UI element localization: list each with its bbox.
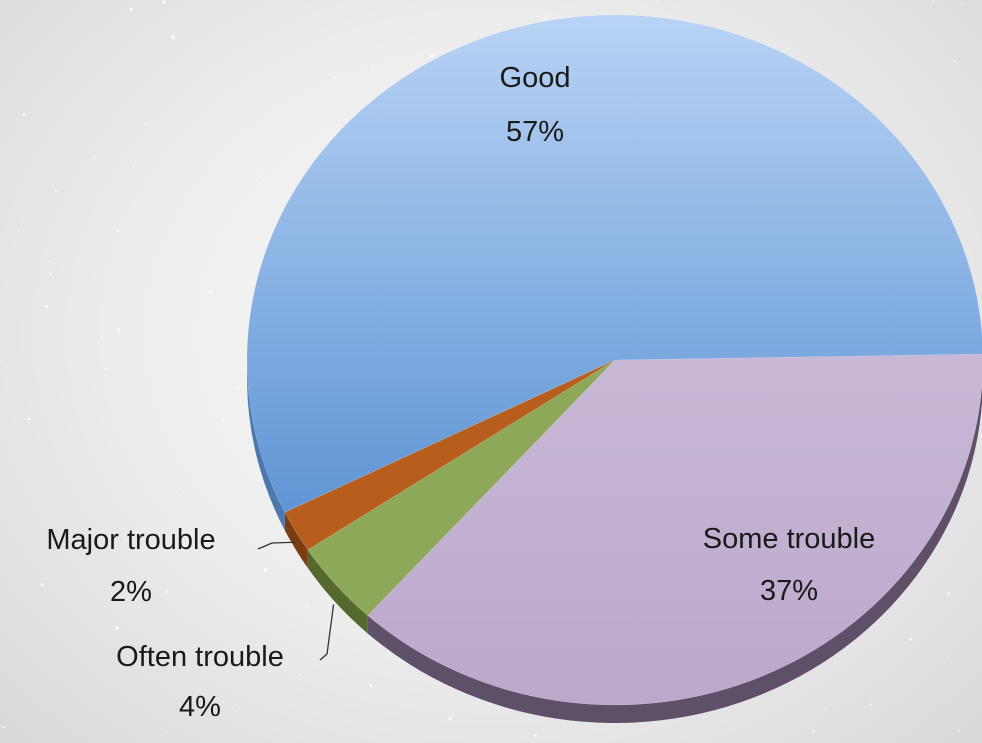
star [288,741,290,743]
star [166,731,169,734]
star [129,8,133,11]
pie-side-walls [247,360,982,723]
star [0,360,2,364]
star [45,304,49,308]
star [99,335,103,339]
star [2,725,5,729]
star [110,243,112,245]
star [132,165,135,168]
star [171,35,175,39]
star [324,19,326,21]
star [287,91,289,93]
slice-label-major-trouble: Major trouble 2% [46,524,215,608]
star [642,5,644,7]
star [209,291,213,294]
star [162,0,166,4]
slice-pct-some-trouble: 37% [760,575,818,607]
star [222,701,225,703]
star [908,637,912,641]
slice-label-some-trouble: Some trouble 37% [703,523,876,607]
star [932,0,934,3]
star [243,358,244,360]
slice-side-often-trouble [307,549,368,634]
star [960,3,962,5]
star [953,60,957,64]
slice-often-trouble [307,359,616,616]
star [824,707,827,710]
star [257,174,261,178]
star [40,583,45,587]
star [534,734,537,737]
star [221,418,224,422]
slice-pct-major-trouble: 2% [110,576,152,608]
pie-slices [246,14,982,706]
star [448,716,452,721]
star [543,17,546,19]
star [121,587,125,592]
slice-some-trouble [367,353,982,706]
star [233,655,236,658]
star [104,367,107,370]
star [305,605,308,609]
star [182,225,184,227]
star [145,123,147,126]
star [49,260,51,263]
star [93,156,97,160]
star [949,663,952,665]
star [656,1,658,3]
slice-name-major-trouble: Major trouble [46,524,215,556]
star [332,76,336,80]
slice-good [246,14,982,513]
star [130,536,133,540]
star [165,590,169,593]
star [263,568,268,572]
star [235,704,237,706]
star [54,189,57,192]
star [869,703,872,706]
star [812,730,816,733]
leader-line-major-trouble [257,541,296,550]
star [372,66,375,69]
slice-name-some-trouble: Some trouble [703,523,876,555]
star [116,229,119,232]
star [946,591,951,596]
star [22,113,26,117]
star [17,228,21,232]
slice-name-often-trouble: Often trouble [116,641,284,673]
star [116,328,121,332]
star [165,27,167,29]
slice-major-trouble [284,359,616,551]
leader-line-often-trouble [319,604,335,661]
slice-side-major-trouble [284,512,308,568]
star [62,263,64,266]
star [691,10,693,12]
star [958,730,961,732]
star [27,417,31,421]
slice-pct-often-trouble: 4% [179,691,221,723]
star [79,106,81,108]
star [298,673,302,676]
star [49,273,52,276]
star [195,391,198,393]
star [430,54,435,58]
slice-label-good: Good 57% [500,62,571,148]
star [261,710,263,712]
star [75,654,77,656]
slice-name-good: Good [500,62,571,94]
star [115,626,119,630]
leader-lines [257,541,335,661]
star [12,181,14,183]
star [123,539,127,543]
slice-side-good [247,360,285,531]
star [179,487,182,490]
star [237,386,240,389]
star [369,683,373,687]
slice-label-often-trouble: Often trouble 4% [116,641,284,723]
star [68,119,70,121]
slice-pct-good: 57% [506,116,564,148]
